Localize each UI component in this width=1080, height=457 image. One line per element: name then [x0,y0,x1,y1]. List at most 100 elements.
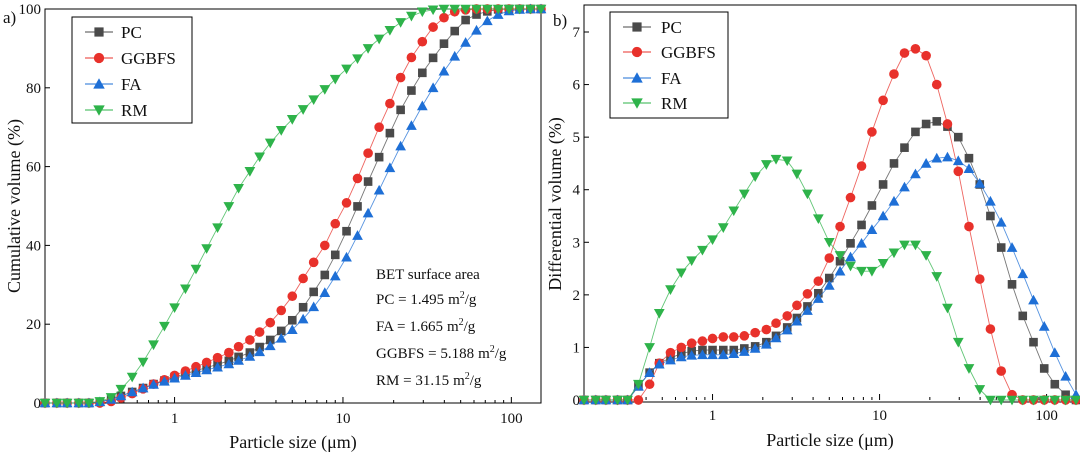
data-point-fa [233,355,244,365]
data-point-rm [329,74,341,85]
data-point-ggbfs [728,332,739,342]
data-point-ggbfs [417,36,428,47]
data-point-rm [823,237,835,248]
data-point-ggbfs [964,221,974,232]
bet-pc-value: 1.495 [410,292,444,308]
bet-rm-value: 31.15 [415,373,449,389]
data-point-rm [159,321,170,332]
data-point-rm [39,398,51,409]
panel-a: a) 0 20 40 60 80 100 1 10 100 Particle size (μm… [3,2,547,453]
data-point-fa [286,324,298,335]
data-point-fa [180,370,191,380]
data-point-pc [320,270,330,280]
data-point-fa [665,354,676,365]
data-point-fa [920,158,932,168]
panel-b-series [578,44,1080,406]
data-point-rm [406,11,417,22]
y-tick-label: 0 [34,396,42,412]
data-point-rm [856,266,867,277]
data-point-rm [920,251,932,261]
data-point-ggbfs [385,98,395,109]
bet-rm-sup: 2 [465,371,470,382]
data-point-ggbfs [910,44,921,54]
data-point-ggbfs [287,291,298,302]
y-tick-label: 20 [26,317,41,333]
bet-pc-unit: m [448,292,460,308]
data-point-pc [964,153,974,163]
data-point-ggbfs [974,274,985,284]
data-point-fa [1049,347,1061,357]
bet-fa-unit: m [447,319,459,335]
data-point-fa [899,181,910,192]
data-point-ggbfs [319,240,330,251]
data-point-fa [148,379,159,389]
data-point-pc [461,15,470,25]
data-point-fa [406,120,417,130]
y-tick-label: 100 [19,2,42,18]
data-point-rm [73,398,85,409]
bet-line-fa: FA = 1.665 m2/g [376,317,476,335]
data-point-fa [126,386,138,397]
bet-fa-tail: /g [464,319,476,335]
data-point-rm [137,357,149,368]
data-point-ggbfs [406,52,417,63]
data-point-rm [362,44,374,54]
data-point-rm [931,272,943,282]
data-point-rm [612,395,623,406]
data-point-ggbfs [374,122,384,133]
panel-a-frame [44,8,542,404]
data-point-pc [921,119,931,129]
data-point-ggbfs [341,198,352,208]
data-point-fa [728,348,740,359]
y-tick-label: 7 [573,25,581,41]
data-point-ggbfs [707,333,718,344]
legend-marker-pc [94,27,104,37]
bet-annotation: BET surface area PC = 1.495 m2/g FA = 1.6… [376,267,507,389]
data-point-fa [275,333,287,343]
data-point-rm [51,398,63,409]
data-point-ggbfs [245,335,255,345]
data-point-fa [845,251,856,262]
data-point-fa [362,207,374,218]
bet-pc-tail: /g [465,292,477,308]
bet-ggbfs-label: GGBFS [376,346,424,362]
bet-annotation-title: BET surface area [376,267,480,283]
legend-marker-ggbfs [93,52,105,64]
data-point-fa [169,372,180,383]
data-point-pc [900,143,909,152]
data-point-pc [867,201,877,210]
data-point-pc [1007,280,1017,289]
bet-fa-equals: = [393,319,409,335]
data-point-rm [471,4,482,15]
data-point-fa [223,358,235,369]
data-point-ggbfs [697,336,708,346]
x-tick-label: 100 [500,411,523,427]
data-point-pc [428,53,438,63]
data-point-fa [707,349,718,360]
data-point-ggbfs [298,273,308,284]
data-point-fa [877,210,889,221]
data-point-pc [309,287,318,297]
data-point-pc [385,128,395,138]
data-point-rm [707,235,718,246]
y-tick-label: 0 [573,393,581,409]
data-point-pc [953,132,963,142]
data-point-fa [1060,370,1071,381]
data-point-rm [319,85,331,95]
data-point-rm [675,268,687,279]
data-point-pc [298,302,308,312]
panel-a-y-axis-label: Cumulative volume (%) [4,119,25,293]
data-point-fa [770,332,782,343]
data-point-fa [653,358,665,369]
data-point-rm [212,223,223,234]
data-point-rm [201,244,213,254]
legend-label-rm: RM [661,94,687,113]
data-point-fa [1028,294,1039,305]
data-point-fa [1006,242,1018,252]
data-point-ggbfs [428,22,438,32]
data-point-ggbfs [953,166,964,177]
data-point-rm [148,340,159,351]
data-point-rm [180,284,191,295]
data-point-rm [503,4,515,15]
data-point-rm [738,189,750,200]
